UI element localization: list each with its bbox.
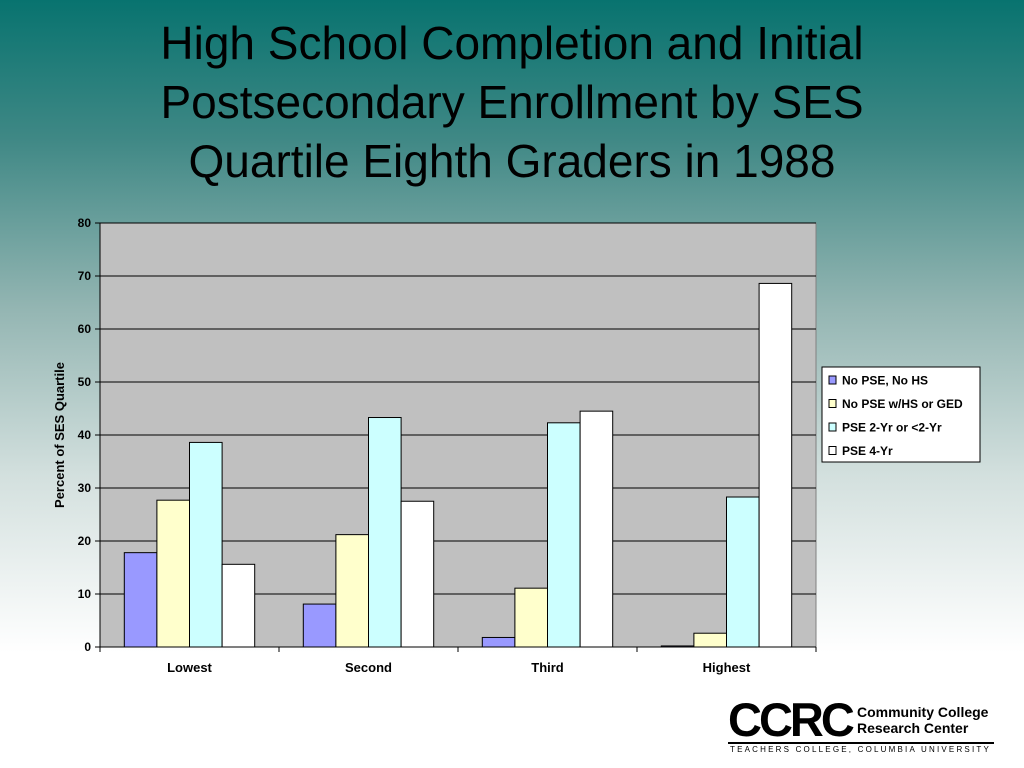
y-tick-label: 70: [78, 269, 92, 283]
y-tick-labels: 0 10 20 30 40 50 60 70 80: [78, 216, 92, 654]
logo-name: Community College Research Center: [857, 704, 988, 736]
x-tick-label: Lowest: [167, 660, 212, 675]
bar: [189, 441, 223, 648]
y-tick-label: 30: [78, 481, 92, 495]
y-tick-label: 50: [78, 375, 92, 389]
bar: [726, 496, 760, 648]
legend-swatch: [828, 399, 837, 408]
y-tick-label: 60: [78, 322, 92, 336]
bar: [221, 563, 256, 648]
legend-swatch: [828, 422, 837, 432]
x-tick-label: Third: [531, 660, 564, 675]
y-tick-label: 20: [78, 534, 92, 548]
bar: [514, 587, 549, 648]
legend-box: [821, 366, 981, 463]
bar: [123, 552, 158, 648]
legend-label: PSE 2-Yr or <2-Yr: [842, 421, 942, 435]
bar: [547, 422, 581, 648]
title-line-3: Quartile Eighth Graders in 1988: [188, 135, 836, 187]
bar: [693, 632, 728, 648]
y-axis-title: Percent of SES Quartile: [52, 362, 67, 508]
bars: [123, 282, 793, 648]
legend-label: No PSE w/HS or GED: [842, 397, 963, 411]
slide-title: High School Completion and Initial Posts…: [40, 14, 984, 191]
bar: [156, 499, 190, 648]
logo-tagline: TEACHERS COLLEGE, COLUMBIA UNIVERSITY: [730, 745, 991, 754]
bar: [368, 417, 402, 648]
x-tick-labels: Lowest Second Third Highest: [167, 660, 751, 675]
legend: No PSE, No HS No PSE w/HS or GED PSE 2-Yr …: [821, 366, 981, 463]
bar: [481, 636, 516, 648]
ccrc-logo: CCRC Community College Research Center T…: [724, 690, 998, 758]
legend-swatch: [828, 446, 837, 455]
y-tick-label: 40: [78, 428, 92, 442]
y-tick-label: 10: [78, 587, 92, 601]
x-tick-label: Highest: [703, 660, 751, 675]
legend-swatch: [828, 375, 837, 385]
title-line-2: Postsecondary Enrollment by SES: [160, 76, 864, 128]
logo-name-line-2: Research Center: [857, 720, 969, 736]
logo-rule: [728, 742, 994, 744]
legend-label: No PSE, No HS: [842, 374, 928, 388]
bar: [758, 282, 793, 648]
bar: [579, 410, 614, 648]
y-tick-label: 80: [78, 216, 92, 230]
bar-chart: 0 10 20 30 40 50 60 70 80 Lowest Second Third Highe…: [52, 216, 981, 675]
title-line-1: High School Completion and Initial: [160, 17, 864, 69]
bar: [335, 534, 369, 648]
bar: [400, 500, 435, 648]
x-tick-label: Second: [345, 660, 392, 675]
y-tick-label: 0: [84, 640, 91, 654]
logo-name-line-1: Community College: [857, 704, 989, 720]
legend-label: PSE 4-Yr: [842, 444, 893, 458]
axes: [95, 222, 817, 652]
bar: [302, 603, 337, 648]
logo-mark: CCRC: [728, 693, 855, 746]
